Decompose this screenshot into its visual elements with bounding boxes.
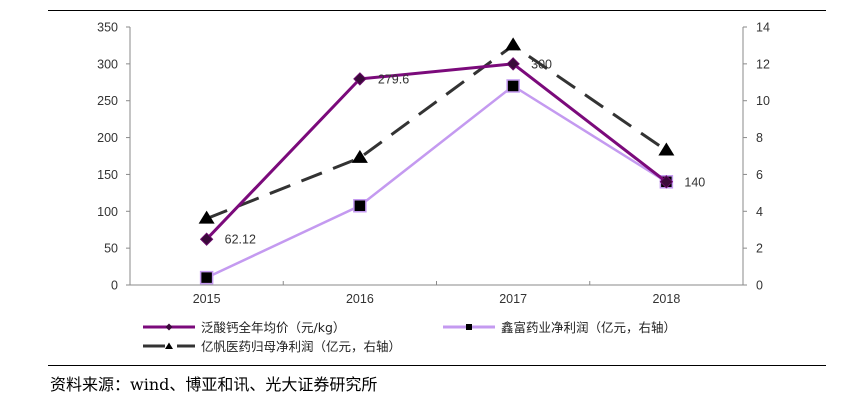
y2-axis-tick-label: 0 xyxy=(756,279,763,293)
legend-swatch-square-icon xyxy=(443,323,495,330)
legend-item-calcium-pantothenate-price: 泛酸钙全年均价（元/kg） xyxy=(143,317,345,336)
legend-item-yifan-net-profit: 亿帆医药归母净利润（亿元，右轴） xyxy=(143,336,401,355)
legend-item-xinfu-net-profit: 鑫富药业净利润（亿元，右轴） xyxy=(443,317,676,336)
y2-axis-tick-label: 8 xyxy=(756,131,763,145)
y-axis-tick-label: 50 xyxy=(104,242,118,256)
series-square xyxy=(199,79,674,285)
x-axis-tick-label: 2017 xyxy=(499,292,527,306)
source-note: 资料来源：wind、博亚和讯、光大证券研究所 xyxy=(50,375,378,394)
legend-swatch-diamond-icon xyxy=(143,323,195,330)
x-axis-tick-label: 2016 xyxy=(346,292,374,306)
chart-data-labels: 62.12 279.6 300 140 xyxy=(225,57,706,246)
y-axis-tick-label: 250 xyxy=(97,94,118,108)
data-label: 62.12 xyxy=(225,233,256,247)
legend-label: 鑫富药业净利润（亿元，右轴） xyxy=(501,320,677,335)
triangle-marker-icon xyxy=(658,142,675,156)
data-label: 279.6 xyxy=(378,72,409,86)
triangle-marker-icon xyxy=(198,210,215,224)
data-label: 300 xyxy=(531,57,552,71)
diamond-marker-icon xyxy=(199,232,214,246)
chart-series xyxy=(198,37,675,285)
y2-axis-tick-label: 4 xyxy=(756,205,763,219)
bottom-rule xyxy=(48,365,826,366)
diamond-marker-icon xyxy=(353,72,367,86)
square-marker-icon xyxy=(506,79,520,93)
legend-label: 亿帆医药归母净利润（亿元，右轴） xyxy=(201,339,402,354)
data-label: 140 xyxy=(684,175,705,189)
y-axis-tick-label: 200 xyxy=(97,131,118,145)
y-axis-tick-label: 300 xyxy=(97,57,118,71)
square-marker-icon xyxy=(199,270,214,285)
top-rule xyxy=(48,10,826,11)
triangle-marker-icon xyxy=(505,37,522,51)
square-marker-icon xyxy=(353,199,367,213)
y-axis-tick-label: 100 xyxy=(97,205,118,219)
y2-axis-tick-label: 12 xyxy=(756,57,770,71)
y-axis-tick-label: 0 xyxy=(111,279,118,293)
legend-swatch-triangle-icon xyxy=(143,342,195,349)
y2-axis-tick-label: 14 xyxy=(756,21,770,35)
diamond-marker-icon xyxy=(659,175,674,189)
triangle-marker-icon xyxy=(351,149,368,163)
diamond-marker-icon xyxy=(506,57,520,71)
y-axis-tick-label: 150 xyxy=(97,168,118,182)
chart-axes: 0 50 100 150 200 250 300 350 0 2 4 6 8 10 12 14 2015 2016… xyxy=(97,21,770,307)
series-triangle xyxy=(198,37,675,224)
legend-label: 泛酸钙全年均价（元/kg） xyxy=(201,320,346,335)
series-diamond xyxy=(199,57,674,246)
y2-axis-tick-label: 10 xyxy=(756,94,770,108)
y-axis-tick-label: 350 xyxy=(97,21,118,35)
x-axis-tick-label: 2015 xyxy=(193,292,221,306)
y2-axis-tick-label: 6 xyxy=(756,168,763,182)
y2-axis-tick-label: 2 xyxy=(756,242,763,256)
x-axis-tick-label: 2018 xyxy=(652,292,680,306)
line-chart: 0 50 100 150 200 250 300 350 0 2 4 6 8 10 12 14 2015 2016… xyxy=(97,21,770,307)
